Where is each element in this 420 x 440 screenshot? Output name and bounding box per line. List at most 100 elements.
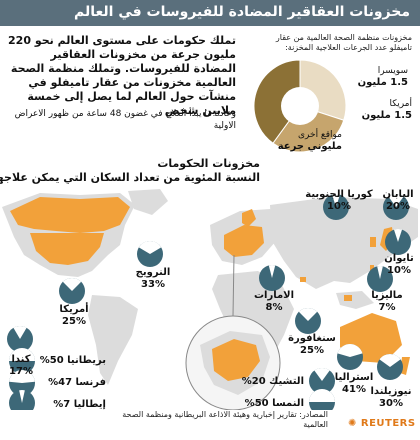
land-greenland bbox=[128, 189, 168, 215]
gauge-fill bbox=[9, 348, 35, 361]
pie-label-value: مليوني جرعة bbox=[277, 141, 342, 152]
gauge-fill bbox=[298, 308, 318, 321]
label-australia: استراليا 41% bbox=[330, 372, 378, 396]
country-percent: 20% bbox=[386, 201, 410, 212]
intro-note: وعادة ما يبدأ العلاج في غضون 48 ساعة من … bbox=[14, 109, 236, 131]
row-france: فرنسا 47% bbox=[30, 377, 106, 389]
country-percent: 7% bbox=[53, 399, 71, 410]
country-percent: 33% bbox=[141, 279, 165, 290]
country-name: استراليا bbox=[334, 372, 374, 383]
map-title: مخزونات الحكومات bbox=[157, 157, 260, 170]
row-italy: إيطاليا 7% bbox=[30, 399, 106, 411]
country-name: سنغافورة bbox=[288, 333, 336, 344]
inset-connector bbox=[232, 254, 235, 317]
row-britain: بريطانيا 50% bbox=[30, 355, 106, 367]
country-name: كندا bbox=[11, 354, 31, 365]
label-czech: التشيك 20% bbox=[241, 376, 304, 388]
country-name: ماليزيا bbox=[371, 290, 403, 301]
reuters-logo: ✺ REUTERS bbox=[348, 418, 416, 429]
gauge-fill bbox=[309, 389, 335, 402]
country-percent: 10% bbox=[387, 265, 411, 276]
gauge-fill bbox=[379, 354, 401, 367]
highlight-usa bbox=[30, 233, 104, 265]
country-percent: 20% bbox=[241, 376, 266, 387]
label-canada: كندا 17% bbox=[4, 354, 38, 378]
country-name: كوريا الجنوبية bbox=[305, 189, 373, 200]
pie-slice bbox=[272, 105, 345, 153]
page-title: مخزونات العقاقير المضادة للفيروسات في ال… bbox=[74, 4, 410, 20]
pie-hole bbox=[281, 87, 319, 125]
gauge-layer bbox=[7, 194, 411, 410]
country-percent: 41% bbox=[342, 384, 366, 395]
title-bar bbox=[0, 0, 420, 26]
gauge-fill bbox=[388, 194, 404, 207]
country-name: بريطانيا bbox=[67, 355, 106, 366]
europe-inset-highlight bbox=[212, 339, 260, 381]
europe-inset bbox=[185, 254, 281, 410]
logo-text: REUTERS bbox=[360, 418, 416, 429]
country-percent: 50% bbox=[39, 355, 64, 366]
label-south-korea: كوريا الجنوبية 10% bbox=[300, 189, 378, 213]
pie-label-usa: أمريكا 1.5 مليون bbox=[362, 99, 412, 121]
label-usa: أمريكا 25% bbox=[54, 304, 94, 328]
world-map bbox=[2, 189, 418, 410]
pie-label-name: سويسرا bbox=[377, 66, 408, 76]
label-malaysia: ماليزيا 7% bbox=[358, 290, 416, 314]
gauge-fill bbox=[62, 278, 82, 291]
gauge-fill bbox=[138, 240, 162, 254]
gauge-fill bbox=[13, 326, 27, 339]
highlight-korea bbox=[370, 237, 376, 247]
gauge-fill bbox=[377, 266, 383, 279]
pie-caption: مخزونات منظمة الصحة العالمية من عقار تام… bbox=[275, 33, 412, 52]
label-austria: النمسا 50% bbox=[244, 398, 304, 410]
country-name: النرويج bbox=[135, 267, 171, 278]
highlight-malaysia bbox=[344, 295, 352, 301]
country-percent: 30% bbox=[379, 398, 403, 409]
country-name: فرنسا bbox=[75, 377, 106, 388]
pie-label-switzerland: سويسرا 1.5 مليون bbox=[358, 66, 408, 88]
gauge-fill bbox=[268, 265, 276, 278]
source-note: المصادر: تقارير إخبارية وهيئة الاذاعة ال… bbox=[122, 410, 328, 429]
map-highlights bbox=[10, 197, 410, 375]
land-south-america bbox=[88, 295, 138, 385]
highlight-canada bbox=[10, 197, 130, 233]
country-name: الامارات bbox=[253, 290, 295, 301]
country-percent: 50% bbox=[244, 398, 269, 409]
gauge-fill bbox=[314, 368, 330, 381]
pie-slice bbox=[253, 59, 301, 144]
country-percent: 47% bbox=[48, 377, 73, 388]
pie-label-name: أمريكا bbox=[389, 99, 412, 109]
label-norway: النرويج 33% bbox=[128, 267, 178, 291]
country-percent: 10% bbox=[327, 201, 351, 212]
pie-label-value: 1.5 مليون bbox=[361, 110, 412, 121]
pie-chart bbox=[253, 59, 347, 153]
label-singapore: سنغافورة 25% bbox=[284, 333, 340, 357]
country-percent: 25% bbox=[300, 345, 324, 356]
country-percent: 17% bbox=[9, 366, 33, 377]
highlight-norway bbox=[242, 209, 256, 227]
country-name: اليابان bbox=[382, 189, 414, 200]
highlight-europe bbox=[224, 225, 264, 257]
country-name: النمسا bbox=[272, 398, 304, 409]
gauge-fill bbox=[337, 344, 363, 357]
intro-text: تملك حكومات على مستوى العالم نحو 220 ملي… bbox=[8, 34, 236, 117]
country-name: تايوان bbox=[384, 253, 414, 264]
gauge-fill bbox=[19, 390, 25, 403]
highlight-uae bbox=[300, 277, 306, 282]
label-japan: اليابان 20% bbox=[378, 189, 418, 213]
pie-label-value: 1.5 مليون bbox=[357, 77, 408, 88]
country-percent: 8% bbox=[265, 302, 283, 313]
country-name: أمريكا bbox=[59, 304, 89, 315]
pie-label-name: مواقع أخرى bbox=[298, 130, 342, 140]
map-subtitle: النسبة المئوية من تعداد السكان التي يمكن… bbox=[0, 171, 260, 184]
gauge-fill bbox=[331, 194, 341, 207]
label-taiwan: تايوان 10% bbox=[380, 253, 418, 277]
country-name: التشيك bbox=[269, 376, 304, 387]
country-name: إيطاليا bbox=[73, 399, 106, 410]
country-percent: 25% bbox=[62, 316, 86, 327]
gauge-fill bbox=[9, 370, 35, 383]
land-asia bbox=[270, 197, 418, 289]
country-name: نيوزيلندا bbox=[370, 386, 412, 397]
pie-label-other: مواقع أخرى مليوني جرعة bbox=[278, 130, 342, 152]
